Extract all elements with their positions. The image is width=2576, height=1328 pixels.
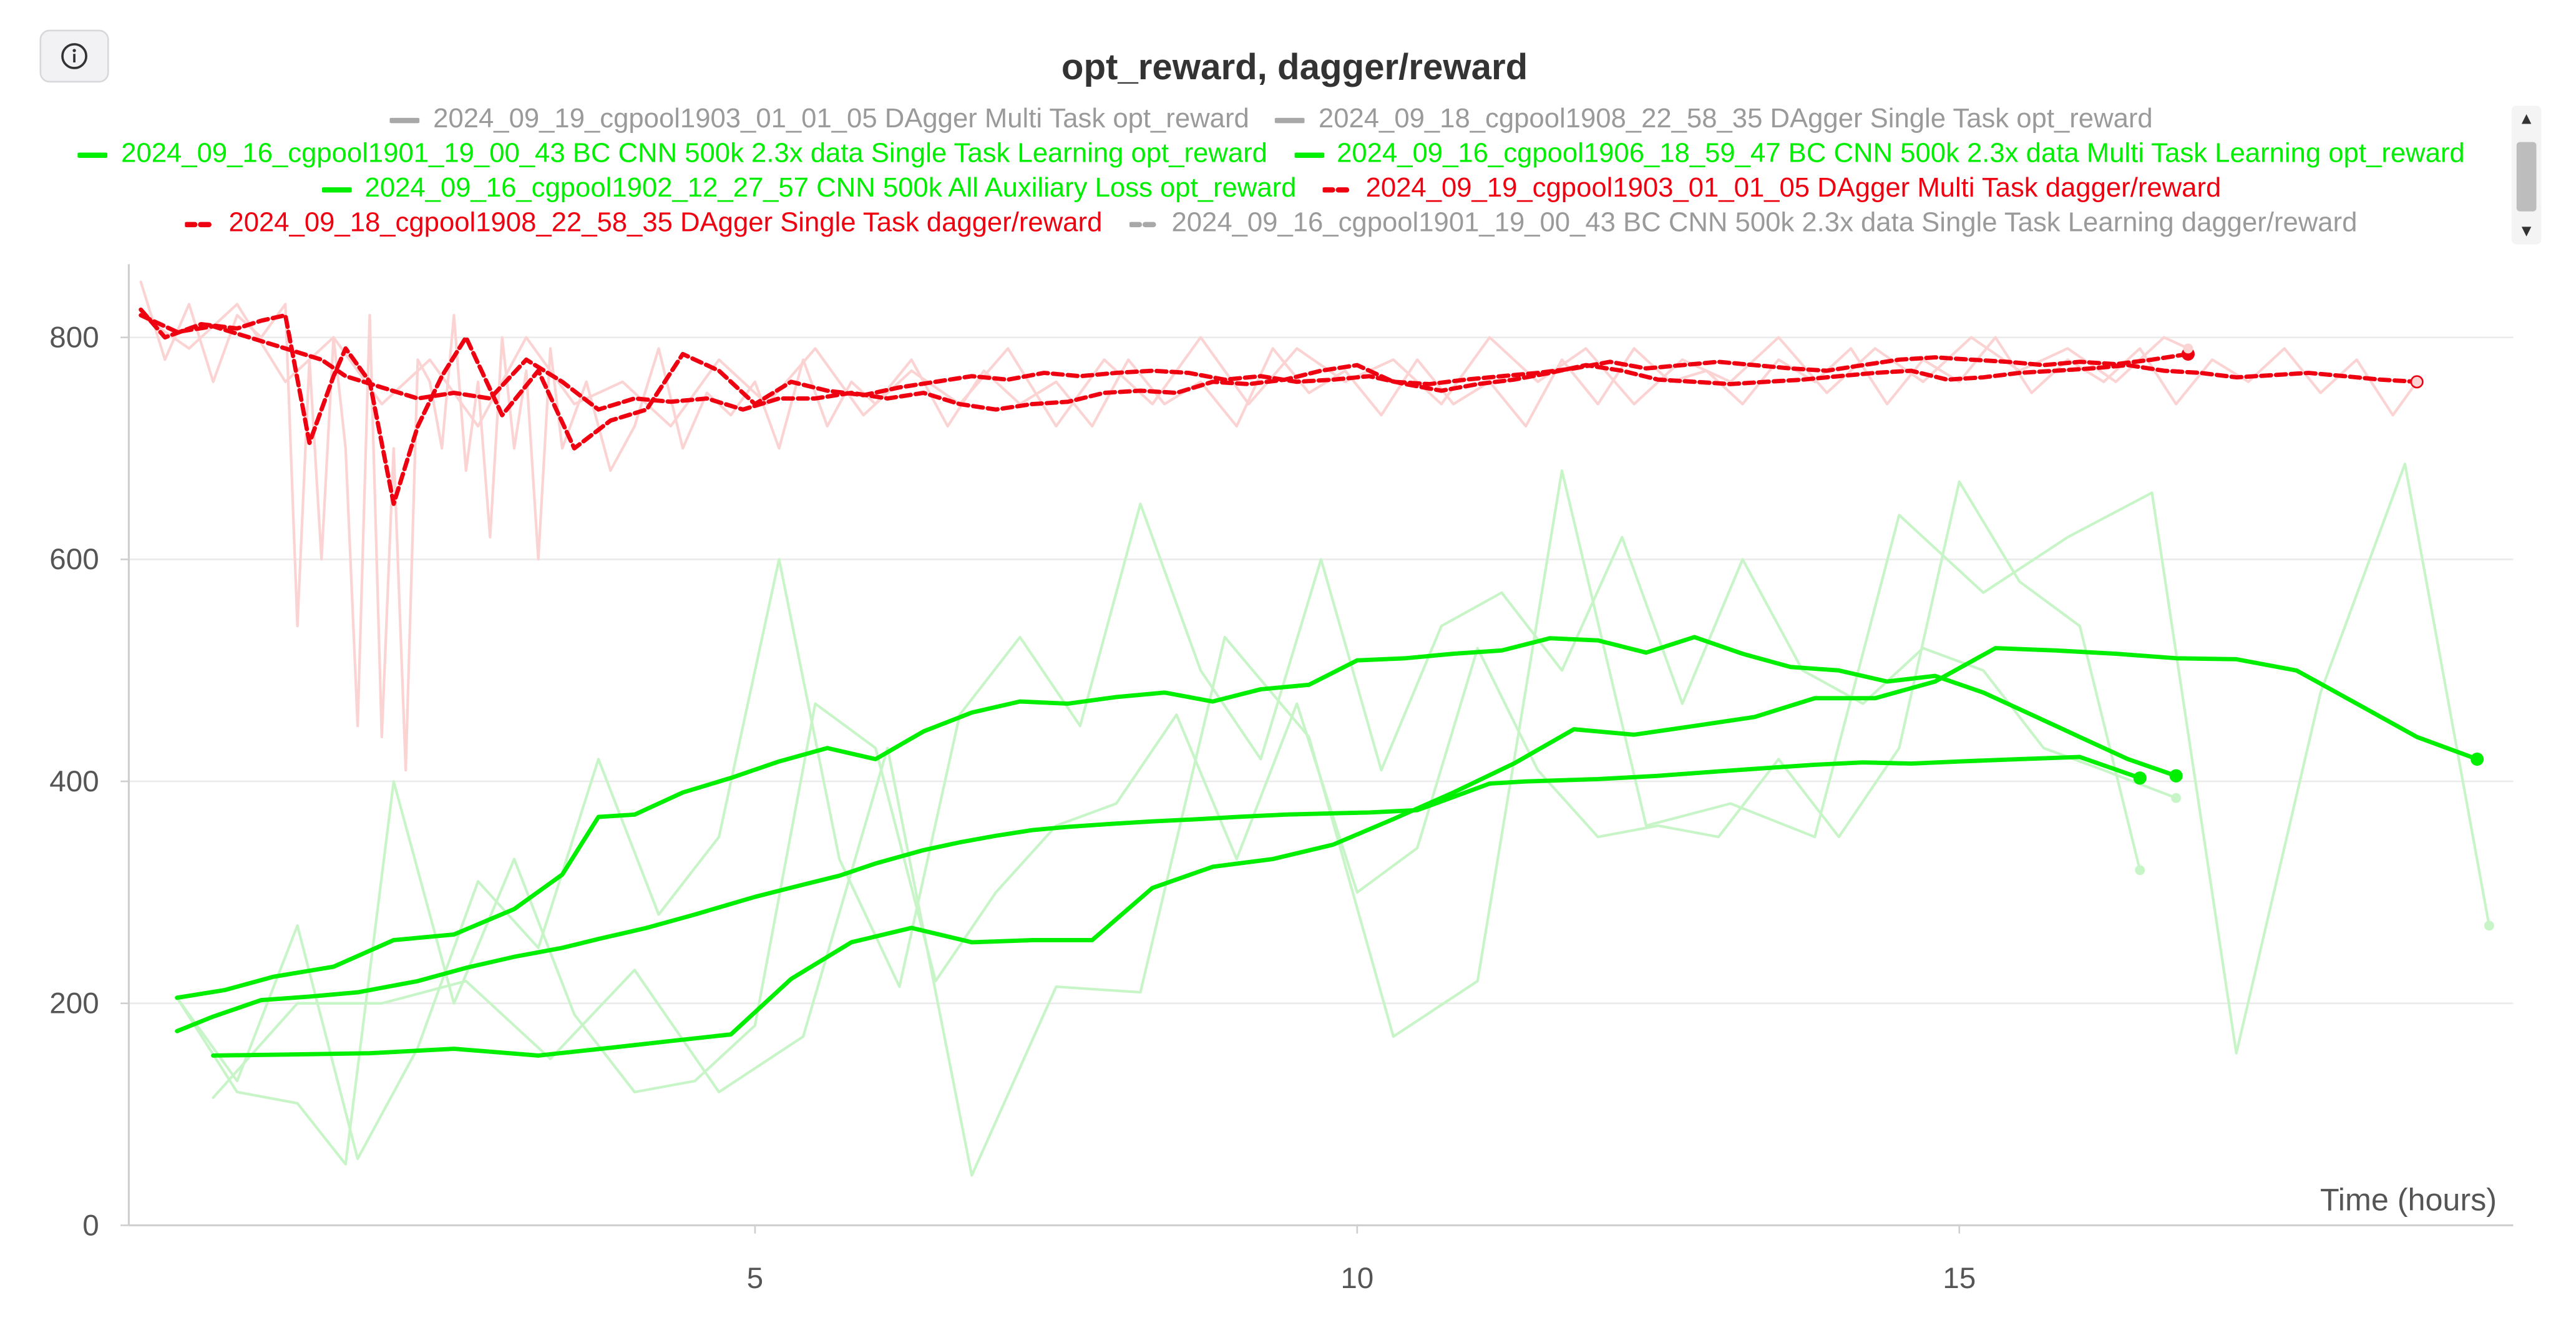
dashed-line-swatch-icon: [185, 221, 216, 227]
raw-series-end-point[interactable]: [2484, 920, 2494, 931]
legend-item-label: 2024_09_16_cgpool1906_18_59_47 BC CNN 50…: [1337, 139, 2465, 168]
legend-item-label: 2024_09_18_cgpool1908_22_58_35 DAgger Si…: [1318, 104, 2153, 134]
y-tick-label: 800: [49, 321, 99, 354]
legend-item[interactable]: 2024_09_16_cgpool1901_19_00_43 BC CNN 50…: [1128, 207, 2358, 242]
legend: 2024_09_19_cgpool1903_01_01_05 DAgger Mu…: [33, 102, 2510, 248]
series-end-point[interactable]: [2470, 752, 2484, 766]
legend-scrollbar[interactable]: ▲ ▼: [2511, 105, 2542, 245]
info-button[interactable]: [39, 29, 109, 83]
y-tick-label: 200: [49, 987, 99, 1020]
y-tick-label: 400: [49, 765, 99, 798]
x-tick-label: 5: [747, 1262, 764, 1295]
series-line[interactable]: [139, 313, 2190, 412]
y-tick-label: 0: [82, 1209, 99, 1242]
smoothed-series-lines: [139, 307, 2479, 1058]
legend-item[interactable]: 2024_09_18_cgpool1908_22_58_35 DAgger Si…: [1276, 102, 2153, 137]
solid-line-swatch-icon: [321, 186, 352, 192]
legend-item[interactable]: 2024_09_16_cgpool1901_19_00_43 BC CNN 50…: [78, 137, 1267, 172]
legend-item-label: 2024_09_19_cgpool1903_01_01_05 DAgger Mu…: [433, 104, 1249, 134]
raw-series-line[interactable]: [175, 502, 2178, 1160]
raw-series-end-point[interactable]: [2135, 865, 2145, 876]
dashed-line-swatch-icon: [1128, 221, 1159, 227]
solid-line-swatch-icon: [1276, 117, 1305, 123]
series-end-point[interactable]: [2169, 769, 2183, 783]
solid-line-swatch-icon: [1294, 152, 1324, 157]
panel-title: opt_reward, dagger/reward: [1061, 46, 1528, 88]
scroll-thumb[interactable]: [2516, 142, 2537, 212]
solid-line-swatch-icon: [390, 117, 420, 123]
legend-item-label: 2024_09_16_cgpool1901_19_00_43 BC CNN 50…: [1171, 208, 2358, 238]
raw-series-line[interactable]: [212, 462, 2491, 1177]
axes: [127, 264, 2514, 1227]
raw-series-end-point[interactable]: [2183, 343, 2193, 354]
legend-row: 2024_09_16_cgpool1902_12_27_57 CNN 500k …: [33, 172, 2510, 207]
dashed-line-swatch-icon: [1322, 186, 1353, 192]
legend-item[interactable]: 2024_09_19_cgpool1903_01_01_05 DAgger Mu…: [390, 102, 1249, 137]
x-tick-label: 15: [1943, 1262, 1976, 1295]
raw-series-line[interactable]: [175, 480, 2142, 1166]
scroll-up-arrow-icon[interactable]: ▲: [2518, 109, 2535, 129]
legend-item-label: 2024_09_16_cgpool1902_12_27_57 CNN 500k …: [364, 173, 1297, 203]
solid-line-swatch-icon: [78, 152, 108, 157]
y-tick-label: 600: [49, 543, 99, 576]
legend-item-label: 2024_09_18_cgpool1908_22_58_35 DAgger Si…: [228, 208, 1103, 238]
raw-series-end-point[interactable]: [2171, 793, 2182, 803]
legend-item-label: 2024_09_16_cgpool1901_19_00_43 BC CNN 50…: [121, 139, 1267, 168]
series-line[interactable]: [175, 635, 2178, 1000]
legend-item-label: 2024_09_19_cgpool1903_01_01_05 DAgger Mu…: [1365, 173, 2222, 203]
legend-item[interactable]: 2024_09_16_cgpool1902_12_27_57 CNN 500k …: [321, 172, 1297, 207]
series-line[interactable]: [175, 754, 2142, 1033]
info-icon: [61, 43, 87, 69]
raw-series-end-point[interactable]: [2412, 376, 2422, 387]
legend-row: 2024_09_18_cgpool1908_22_58_35 DAgger Si…: [33, 207, 2510, 242]
raw-series-lines: [139, 280, 2491, 1177]
x-tick-label: 10: [1340, 1262, 1373, 1295]
legend-item[interactable]: 2024_09_19_cgpool1903_01_01_05 DAgger Mu…: [1322, 172, 2222, 207]
series-line[interactable]: [211, 646, 2479, 1058]
legend-row: 2024_09_19_cgpool1903_01_01_05 DAgger Mu…: [33, 102, 2510, 137]
tick-labels: 0 200 400 600 800 5 10 15: [49, 321, 1976, 1295]
x-axis-label: Time (hours): [2320, 1182, 2497, 1218]
legend-item[interactable]: 2024_09_16_cgpool1906_18_59_47 BC CNN 50…: [1294, 137, 2465, 172]
legend-item[interactable]: 2024_09_18_cgpool1908_22_58_35 DAgger Si…: [185, 207, 1103, 242]
scroll-down-arrow-icon[interactable]: ▼: [2518, 222, 2535, 241]
series-line[interactable]: [139, 307, 2419, 506]
series-end-points: [2133, 343, 2494, 931]
legend-row: 2024_09_16_cgpool1901_19_00_43 BC CNN 50…: [33, 137, 2510, 172]
raw-series-line[interactable]: [139, 280, 2419, 772]
grid-lines: [129, 336, 2514, 1005]
series-end-point[interactable]: [2133, 771, 2147, 785]
